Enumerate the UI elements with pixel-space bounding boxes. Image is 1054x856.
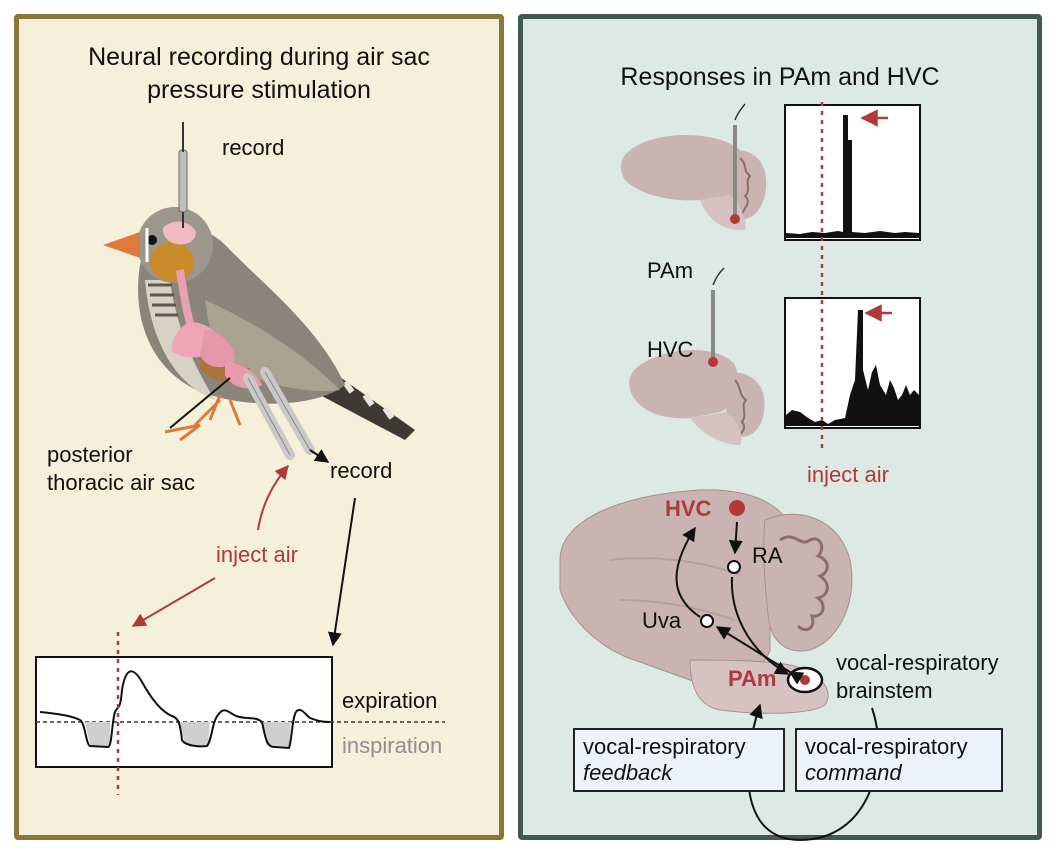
pressure-trace-plot	[35, 632, 445, 795]
brainstem-node-core	[800, 675, 810, 685]
inject-air-label-left: inject air	[216, 542, 298, 567]
inject-air-up-arrow	[257, 464, 289, 531]
circuit-pam-label: PAm	[728, 666, 777, 691]
right-panel-title: Responses in PAm and HVC	[620, 63, 940, 91]
inject-air-label-right: inject air	[807, 462, 889, 487]
inspiration-label: inspiration	[342, 733, 443, 758]
hvc-label-top: HVC	[647, 337, 694, 362]
left-panel-title-line2: pressure stimulation	[147, 76, 371, 104]
uva-to-hvc-arrow	[675, 526, 701, 618]
left-panel-title-line1: Neural recording during air sac	[88, 43, 430, 71]
circuit-ra-label: RA	[752, 543, 783, 568]
circuit-hvc-label: HVC	[665, 496, 712, 521]
ra-node	[727, 560, 741, 574]
air-sac-pointer	[169, 377, 231, 429]
pam-histogram	[784, 104, 921, 241]
record-arrow	[309, 449, 330, 463]
record-label-mid: record	[330, 458, 393, 483]
air-sac-label-line1: posterior	[47, 442, 133, 467]
zebra-finch-illustration	[103, 122, 415, 460]
hvc-node	[729, 500, 745, 516]
hvc-to-ra-arrow	[728, 521, 743, 555]
pam-label-top: PAm	[647, 258, 694, 283]
command-box-line2: command	[805, 760, 902, 785]
expiration-label: expiration	[342, 688, 438, 713]
air-sac-label-line2: thoracic air sac	[47, 470, 195, 495]
feedback-box-line2: feedback	[583, 760, 673, 785]
circuit-uva-label: Uva	[642, 608, 682, 633]
command-box-line1: vocal-respiratory	[805, 734, 968, 759]
brainstem-label-line1: vocal-respiratory	[836, 650, 999, 675]
hvc-histogram	[784, 297, 921, 429]
record-to-trace-arrow	[327, 497, 356, 647]
brainstem-label-line2: brainstem	[836, 678, 933, 703]
pam-brain-illustration	[620, 103, 767, 231]
uva-brainstem-arrow	[715, 626, 805, 685]
feedback-box: vocal-respiratory feedback	[573, 728, 785, 792]
uva-node	[700, 614, 714, 628]
command-box: vocal-respiratory command	[795, 728, 1003, 792]
hvc-brain-illustration	[629, 267, 765, 445]
inject-air-to-trace-arrow	[131, 577, 216, 627]
record-label-top: record	[222, 135, 285, 160]
feedback-box-line1: vocal-respiratory	[583, 734, 746, 759]
